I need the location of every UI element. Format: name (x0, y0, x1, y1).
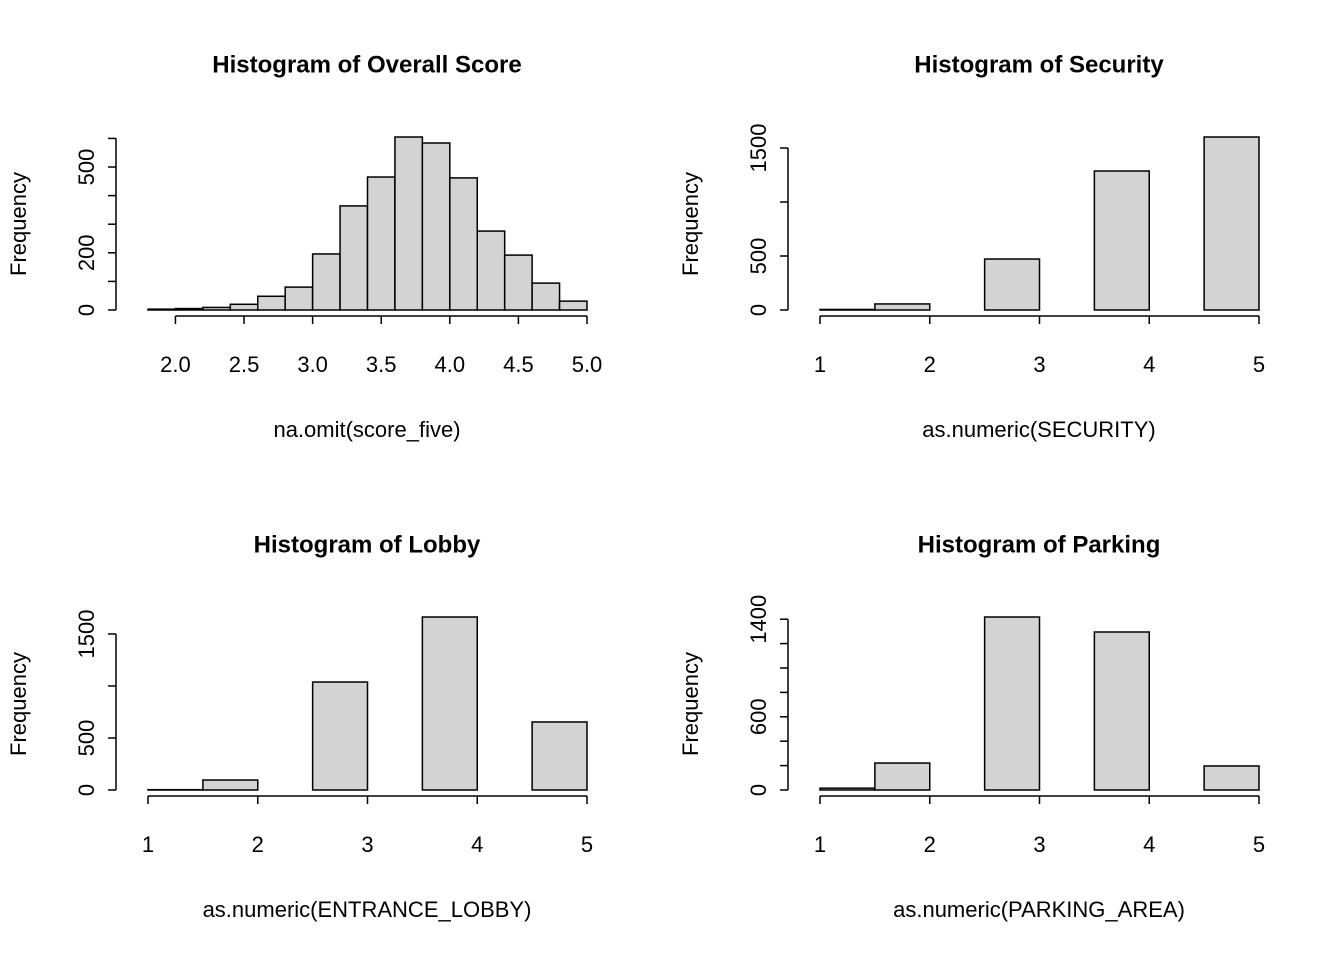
bar (311, 681, 369, 791)
x-tick-label: 2.0 (160, 352, 191, 377)
bar (202, 779, 259, 791)
chart-title: Histogram of Overall Score (212, 51, 521, 78)
x-tick-label: 4.5 (503, 352, 534, 377)
bar (874, 303, 931, 311)
bar (476, 230, 506, 311)
bar (174, 307, 204, 311)
x-tick-label: 5.0 (572, 352, 603, 377)
bar (1203, 765, 1260, 791)
x-tick-label: 2.5 (229, 352, 260, 377)
y-tick-label: 0 (746, 304, 771, 316)
bar (558, 300, 588, 311)
x-tick-label: 5 (581, 832, 593, 857)
bar (284, 286, 314, 311)
x-tick-label: 1 (814, 832, 826, 857)
y-tick-label: 0 (74, 304, 99, 316)
bar (983, 258, 1041, 311)
bar (229, 303, 259, 311)
x-axis-label: as.numeric(ENTRANCE_LOBBY) (203, 897, 532, 922)
y-tick-label: 500 (74, 720, 99, 757)
bar (394, 136, 424, 311)
bar (257, 295, 286, 311)
x-tick-label: 2 (924, 832, 936, 857)
y-tick-label: 1400 (746, 595, 771, 644)
bar (366, 176, 396, 311)
x-tick-label: 3.0 (297, 352, 328, 377)
bar (311, 253, 341, 311)
x-tick-label: 4.0 (435, 352, 466, 377)
x-tick-label: 3 (1033, 352, 1045, 377)
bar (531, 721, 588, 791)
y-axis-label: Frequency (6, 652, 31, 756)
bar (1093, 631, 1150, 791)
x-tick-label: 3 (361, 832, 373, 857)
y-tick-label: 1500 (746, 124, 771, 173)
x-axis-label: na.omit(score_five) (273, 417, 460, 442)
x-tick-label: 5 (1253, 352, 1265, 377)
y-tick-label: 0 (74, 784, 99, 796)
x-tick-label: 2 (924, 352, 936, 377)
x-tick-label: 3 (1033, 832, 1045, 857)
y-tick-label: 0 (746, 784, 771, 796)
y-tick-label: 600 (746, 698, 771, 735)
bar (874, 762, 931, 791)
bar (983, 616, 1041, 791)
bar (819, 787, 876, 791)
chart-title: Histogram of Security (914, 51, 1164, 78)
bar (147, 308, 177, 311)
y-axis-label: Frequency (678, 172, 703, 276)
x-tick-label: 4 (1143, 352, 1155, 377)
bar (503, 254, 533, 311)
x-axis-label: as.numeric(SECURITY) (922, 417, 1155, 442)
bar (819, 308, 876, 311)
x-tick-label: 1 (142, 832, 154, 857)
chart-title: Histogram of Lobby (254, 531, 481, 558)
x-axis-label: as.numeric(PARKING_AREA) (893, 897, 1185, 922)
chart-title: Histogram of Parking (918, 531, 1161, 558)
x-tick-label: 4 (471, 832, 483, 857)
bar (1093, 170, 1150, 311)
bar (202, 306, 232, 311)
x-tick-label: 1 (814, 352, 826, 377)
bar (421, 142, 451, 311)
y-tick-label: 1500 (74, 609, 99, 658)
bar (449, 177, 478, 311)
y-tick-label: 200 (74, 234, 99, 271)
bar (1203, 136, 1260, 311)
bar (339, 205, 369, 311)
x-tick-label: 2 (252, 832, 264, 857)
y-tick-label: 500 (746, 238, 771, 275)
x-tick-label: 3.5 (366, 352, 397, 377)
y-axis-label: Frequency (6, 172, 31, 276)
y-tick-label: 500 (74, 149, 99, 186)
x-tick-label: 5 (1253, 832, 1265, 857)
bar (531, 282, 561, 311)
x-tick-label: 4 (1143, 832, 1155, 857)
y-axis-label: Frequency (678, 652, 703, 756)
bar (421, 616, 478, 791)
